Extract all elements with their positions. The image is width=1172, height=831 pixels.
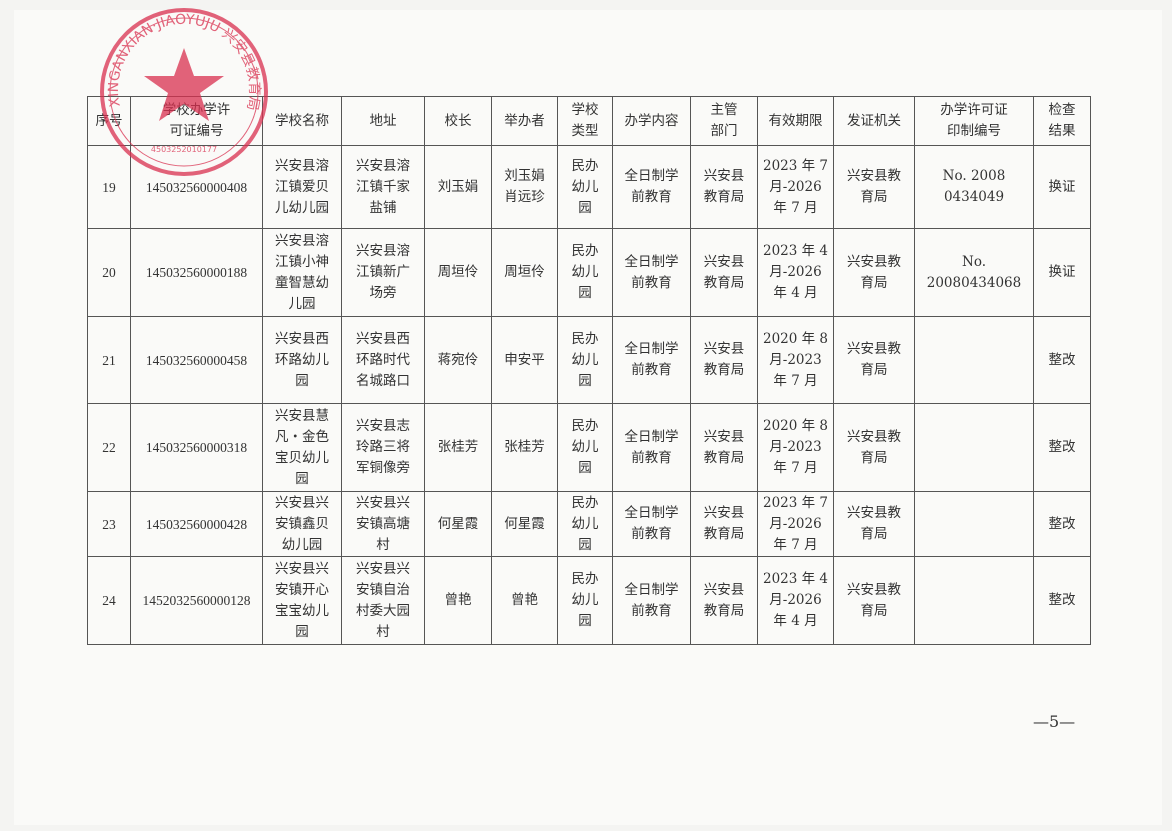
table-cell: 整改 [1033, 403, 1091, 492]
table-row: 22 145032560000318 兴安县慧 凡・金色 宝贝幼儿 园兴安县志 玲路… [87, 403, 1091, 492]
table-cell: 2023 年 4 月-2026 年 4 月 [757, 556, 834, 645]
column-header: 主管 部门 [690, 96, 758, 146]
table-cell: 23 [87, 491, 131, 557]
table-cell: 21 [87, 316, 131, 404]
table-cell: 全日制学 前教育 [612, 403, 691, 492]
column-header: 学校名称 [262, 96, 342, 146]
table-cell: 2023 年 7 月-2026 年 7 月 [757, 491, 834, 557]
table-cell: 兴安县 教育局 [690, 145, 758, 229]
table-cell: 兴安县溶 江镇千家 盐铺 [341, 145, 425, 229]
table-cell: 刘玉娟 肖远珍 [491, 145, 558, 229]
table-cell: 2020 年 8 月-2023 年 7 月 [757, 316, 834, 404]
table-cell [914, 403, 1034, 492]
table-cell: 兴安县 教育局 [690, 556, 758, 645]
table-cell: No. 20080434068 [914, 228, 1034, 317]
table-cell: 兴安县西 环路幼儿 园 [262, 316, 342, 404]
table-cell: 兴安县教 育局 [833, 491, 915, 557]
table-cell: 民办 幼儿 园 [557, 403, 613, 492]
table-cell: 整改 [1033, 491, 1091, 557]
column-header: 办学许可证 印制编号 [914, 96, 1034, 146]
table-cell: 兴安县兴 安镇开心 宝宝幼儿 园 [262, 556, 342, 645]
table-cell: 换证 [1033, 228, 1091, 317]
table-cell: 兴安县教 育局 [833, 556, 915, 645]
table-cell: 全日制学 前教育 [612, 491, 691, 557]
table-cell: 曾艳 [491, 556, 558, 645]
page-number: —5— [1033, 712, 1076, 731]
table-cell: 145032560000428 [130, 491, 263, 557]
svg-text:4503252010177: 4503252010177 [151, 145, 217, 154]
table-cell: 2020 年 8 月-2023 年 7 月 [757, 403, 834, 492]
table-cell: 何星霞 [491, 491, 558, 557]
table-cell: 2023 年 7 月-2026 年 7 月 [757, 145, 834, 229]
table-cell: 145032560000458 [130, 316, 263, 404]
table-cell: 周垣伶 [491, 228, 558, 317]
column-header: 有效期限 [757, 96, 834, 146]
table-row: 24 1452032560000128 兴安县兴 安镇开心 宝宝幼儿 园兴安县兴 安… [87, 556, 1091, 645]
table-cell: 兴安县 教育局 [690, 403, 758, 492]
table-cell: 兴安县 教育局 [690, 491, 758, 557]
table-cell: 兴安县慧 凡・金色 宝贝幼儿 园 [262, 403, 342, 492]
table-cell: 兴安县 教育局 [690, 316, 758, 404]
column-header: 学校 类型 [557, 96, 613, 146]
column-header: 发证机关 [833, 96, 915, 146]
table-cell: 兴安县西 环路时代 名城路口 [341, 316, 425, 404]
table-cell: 民办 幼儿 园 [557, 316, 613, 404]
table-cell: 申安平 [491, 316, 558, 404]
column-header: 校长 [424, 96, 492, 146]
table-cell: 民办 幼儿 园 [557, 491, 613, 557]
table-row: 19 145032560000408 兴安县溶 江镇爱贝 儿幼儿园 兴安县溶 江镇千家… [87, 145, 1091, 229]
table-cell: 全日制学 前教育 [612, 145, 691, 229]
table-cell: 张桂芳 [491, 403, 558, 492]
table-cell: 刘玉娟 [424, 145, 492, 229]
table-cell: 兴安县溶 江镇爱贝 儿幼儿园 [262, 145, 342, 229]
column-header: 地址 [341, 96, 425, 146]
table-cell: 兴安县志 玲路三将 军铜像旁 [341, 403, 425, 492]
table-cell [914, 491, 1034, 557]
table-cell: 全日制学 前教育 [612, 228, 691, 317]
table-cell: 何星霞 [424, 491, 492, 557]
table-cell: 19 [87, 145, 131, 229]
table-cell: 兴安县溶 江镇新广 场旁 [341, 228, 425, 317]
table-cell: 整改 [1033, 316, 1091, 404]
table-cell: 张桂芳 [424, 403, 492, 492]
table-cell: 22 [87, 403, 131, 492]
table-cell: 整改 [1033, 556, 1091, 645]
table-cell: 周垣伶 [424, 228, 492, 317]
table-cell: 兴安县教 育局 [833, 316, 915, 404]
table-row: 23 145032560000428 兴安县兴 安镇鑫贝 幼儿园 兴安县兴 安镇高塘 … [87, 491, 1091, 557]
official-seal-stamp: XINGANXIAN·JIAOYUJU 兴安县教育局 4503252010177 [100, 8, 268, 176]
table-cell: 民办 幼儿 园 [557, 556, 613, 645]
column-header: 检查 结果 [1033, 96, 1091, 146]
table-cell: 145032560000318 [130, 403, 263, 492]
table-cell: 兴安县 教育局 [690, 228, 758, 317]
table-cell: 民办 幼儿 园 [557, 228, 613, 317]
column-header: 举办者 [491, 96, 558, 146]
table-cell: 兴安县溶 江镇小神 童智慧幼 儿园 [262, 228, 342, 317]
table-cell: 蒋宛伶 [424, 316, 492, 404]
table-row: 21 145032560000458 兴安县西 环路幼儿 园兴安县西 环路时代 名城… [87, 316, 1091, 404]
table-cell: 换证 [1033, 145, 1091, 229]
table-cell [914, 316, 1034, 404]
table-cell: 民办 幼儿 园 [557, 145, 613, 229]
column-header: 办学内容 [612, 96, 691, 146]
table-cell: 曾艳 [424, 556, 492, 645]
table-cell: 兴安县教 育局 [833, 403, 915, 492]
table-row: 20 145032560000188 兴安县溶 江镇小神 童智慧幼 儿园 兴安县溶 江… [87, 228, 1091, 317]
table-cell: 24 [87, 556, 131, 645]
table-cell: 145032560000188 [130, 228, 263, 317]
table-cell: 全日制学 前教育 [612, 556, 691, 645]
table-cell [914, 556, 1034, 645]
table-cell: 兴安县兴 安镇高塘 村 [341, 491, 425, 557]
table-cell: 兴安县教 育局 [833, 228, 915, 317]
table-cell: 兴安县兴 安镇鑫贝 幼儿园 [262, 491, 342, 557]
table-cell: 全日制学 前教育 [612, 316, 691, 404]
table-cell: 1452032560000128 [130, 556, 263, 645]
table-cell: 20 [87, 228, 131, 317]
table-cell: 兴安县兴 安镇自治 村委大园 村 [341, 556, 425, 645]
table-cell: 2023 年 4 月-2026 年 4 月 [757, 228, 834, 317]
table-cell: No. 2008 0434049 [914, 145, 1034, 229]
table-cell: 兴安县教 育局 [833, 145, 915, 229]
